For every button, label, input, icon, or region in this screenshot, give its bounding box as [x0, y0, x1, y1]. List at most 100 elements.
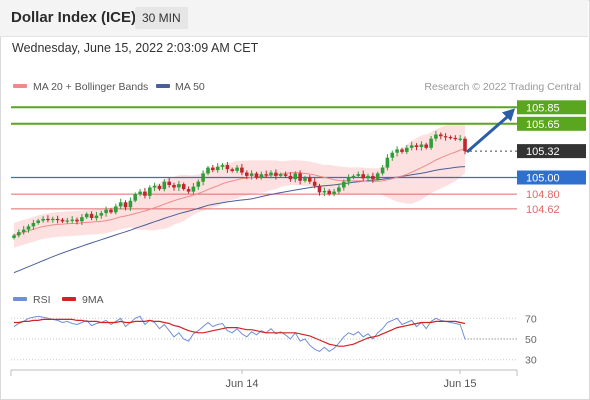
candle — [26, 224, 31, 233]
candle-body — [118, 202, 123, 207]
candle — [152, 182, 157, 192]
level-label-text: 104.80 — [526, 189, 560, 201]
candle-body — [400, 149, 404, 152]
candle-body — [46, 218, 50, 221]
candle — [162, 179, 167, 192]
candle — [46, 215, 50, 223]
candle — [337, 183, 341, 195]
candle — [148, 185, 152, 199]
candle — [215, 163, 220, 173]
candle — [375, 171, 380, 181]
candle-body — [157, 185, 162, 190]
candle — [186, 186, 191, 194]
candle-body — [283, 174, 288, 176]
candle-body — [133, 194, 137, 201]
candle — [409, 141, 414, 151]
candle-body — [148, 187, 152, 196]
candle — [264, 170, 268, 178]
rsi-plot: 30 50 70 — [11, 313, 537, 367]
candle-body — [41, 218, 45, 221]
candle — [361, 170, 365, 181]
candle-body — [259, 174, 264, 178]
candle — [298, 170, 302, 185]
bollinger-band — [14, 122, 465, 248]
candle-body — [463, 138, 467, 152]
candle-body — [162, 181, 167, 190]
candle-body — [434, 134, 438, 139]
candle — [191, 183, 196, 195]
rsi-tick-50: 50 — [525, 334, 537, 346]
level-label-box — [517, 116, 586, 131]
candle-body — [390, 152, 395, 158]
candle — [439, 132, 443, 140]
candle-body — [356, 174, 361, 176]
candle-body — [220, 165, 225, 167]
candle — [424, 142, 428, 150]
candle — [390, 150, 395, 161]
candle-body — [235, 167, 239, 171]
candle-body — [26, 226, 31, 230]
instrument-title: Dollar Index (ICE) — [11, 9, 137, 26]
candle — [220, 163, 225, 170]
candle-body — [342, 181, 346, 188]
candle — [225, 162, 230, 173]
candle — [322, 187, 327, 197]
candle-body — [181, 184, 186, 190]
credit-text: Research © 2022 Trading Central — [424, 81, 581, 93]
candle — [235, 165, 239, 174]
candle-body — [414, 145, 419, 147]
candle-body — [298, 173, 302, 181]
candle — [12, 233, 16, 240]
candle — [443, 133, 448, 141]
candle-body — [322, 190, 327, 193]
candle — [104, 206, 108, 217]
candle-body — [123, 202, 128, 208]
candle-body — [36, 220, 40, 223]
candle-body — [458, 138, 462, 140]
candle — [269, 170, 273, 179]
candle — [51, 216, 55, 223]
candle-body — [443, 136, 448, 138]
candle-body — [439, 134, 443, 137]
candle-body — [240, 167, 244, 173]
level-label-text: 105.85 — [526, 102, 560, 114]
candle — [274, 169, 278, 180]
candle — [60, 218, 65, 223]
ma20-line — [13, 148, 466, 236]
timeframe-button[interactable]: 30 MIN — [135, 7, 188, 29]
candle — [36, 218, 40, 225]
candle-body — [186, 189, 191, 192]
candle — [89, 211, 94, 221]
chart-datetime: Wednesday, June 15, 2022 2:03:09 AM CET — [12, 41, 259, 55]
candle — [118, 198, 123, 210]
candle-body — [371, 175, 375, 180]
candle-body — [230, 169, 234, 171]
candle-body — [65, 220, 70, 222]
candle-body — [337, 187, 341, 192]
candle — [327, 189, 331, 196]
forecast-arrow-head — [502, 108, 515, 122]
candle-body — [206, 167, 210, 174]
candle — [317, 183, 322, 196]
candle — [453, 135, 458, 141]
candle — [167, 178, 171, 188]
ma9-legend-label: 9MA — [82, 294, 104, 306]
candle — [94, 211, 99, 221]
ma20-legend-label: MA 20 + Bollinger Bands — [33, 81, 148, 93]
candle-body — [114, 206, 118, 213]
candle-body — [351, 175, 356, 178]
candle-body — [143, 191, 147, 196]
candle-body — [385, 157, 390, 168]
rsi-tick-70: 70 — [525, 313, 537, 325]
candle-body — [366, 175, 370, 179]
candle — [405, 145, 409, 155]
candle — [206, 166, 210, 176]
candle — [351, 174, 356, 180]
candle-body — [380, 167, 385, 174]
candle — [371, 172, 375, 183]
candle — [356, 171, 361, 178]
candle-body — [278, 174, 283, 176]
candle-body — [308, 177, 312, 182]
candle-body — [293, 173, 298, 180]
candle — [240, 164, 244, 176]
